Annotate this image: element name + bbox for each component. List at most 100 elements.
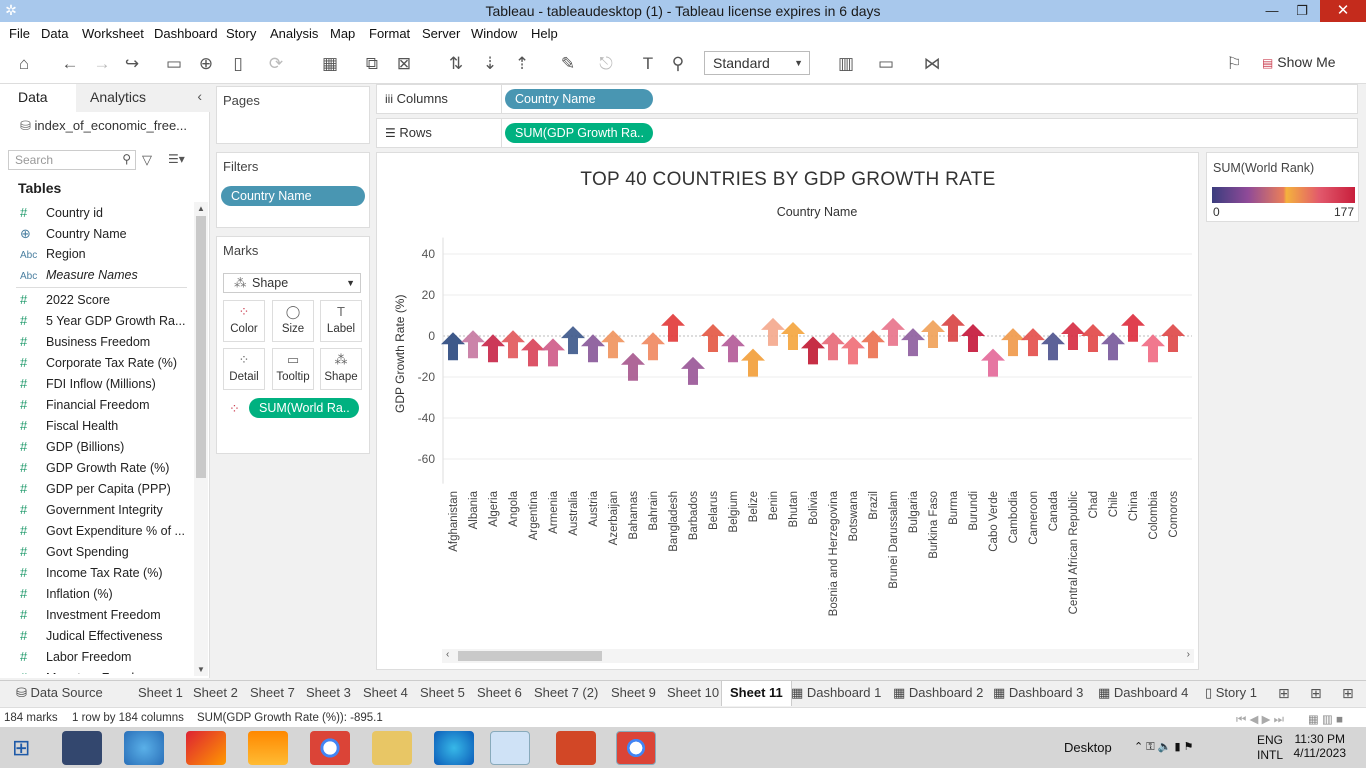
label-button[interactable]: T Label xyxy=(320,300,362,342)
highlight-icon[interactable]: ✎ xyxy=(560,54,576,73)
field-item[interactable]: Abc Region xyxy=(0,244,193,265)
field-item[interactable]: # GDP per Capita (PPP) xyxy=(0,478,193,499)
field-item[interactable]: # Financial Freedom xyxy=(0,394,193,415)
show-labels-icon[interactable]: T xyxy=(642,54,654,73)
datasource-item[interactable]: ⛁ index_of_economic_free... xyxy=(20,118,200,134)
field-item[interactable]: # Corporate Tax Rate (%) xyxy=(0,352,193,373)
field-item[interactable]: Abc Measure Names xyxy=(0,265,193,286)
language-indicator[interactable]: ENG INTL xyxy=(1257,733,1283,763)
tab-sheet-11[interactable]: Sheet 11 xyxy=(721,681,792,706)
view-options-icon[interactable]: ☰▾ xyxy=(168,152,185,166)
tray-icons[interactable]: ⌃ ⚿ 🔈 ▮ ⚑ xyxy=(1134,741,1194,753)
vlc-icon[interactable] xyxy=(248,731,288,765)
menu-data[interactable]: Data xyxy=(41,26,69,41)
show-me-button[interactable]: ▤ Show Me xyxy=(1262,54,1336,70)
tab-dashboard-3[interactable]: ▦ Dashboard 3 xyxy=(993,685,1084,700)
menu-analysis[interactable]: Analysis xyxy=(270,26,319,41)
columns-shelf[interactable]: iii Columns Country Name xyxy=(376,84,1358,114)
tab-sheet-9[interactable]: Sheet 9 xyxy=(611,685,656,700)
menu-window[interactable]: Window xyxy=(471,26,518,41)
desktop-label[interactable]: Desktop xyxy=(1064,740,1112,755)
swap-icon[interactable]: ⇅ xyxy=(448,54,464,73)
ccleaner-icon[interactable] xyxy=(186,731,226,765)
field-item[interactable]: # Govt Spending xyxy=(0,541,193,562)
redo-icon[interactable]: → xyxy=(93,54,111,73)
tooltip-button[interactable]: ▭ Tooltip xyxy=(272,348,314,390)
field-list-scrollbar[interactable]: ▲ ▼ xyxy=(194,202,208,676)
format-icon[interactable]: ⚐ xyxy=(1226,54,1242,73)
menu-file[interactable]: File xyxy=(9,26,30,41)
scroll-up-icon[interactable]: ▲ xyxy=(197,204,205,213)
field-item[interactable]: #5 Year GDP Growth Ra... xyxy=(0,310,193,331)
tab-sheet-4[interactable]: Sheet 4 xyxy=(363,685,408,700)
field-item[interactable]: # Judical Effectiveness xyxy=(0,625,193,646)
save-icon[interactable]: ▭ xyxy=(165,54,183,73)
browser-icon[interactable] xyxy=(124,731,164,765)
field-item[interactable]: #Monetary Freedom xyxy=(0,667,193,674)
tab-story-1[interactable]: ▯ Story 1 xyxy=(1205,685,1257,700)
new-story-icon[interactable]: ⊞ xyxy=(1342,685,1354,701)
clock[interactable]: 11:30 PM 4/11/2023 xyxy=(1294,732,1347,760)
detail-button[interactable]: ⁘ Detail xyxy=(223,348,265,390)
columns-pill-country-name[interactable]: Country Name xyxy=(505,89,653,109)
menu-worksheet[interactable]: Worksheet xyxy=(82,26,144,41)
tab-sheet-10[interactable]: Sheet 10 xyxy=(667,685,720,700)
field-item[interactable]: #2022 Score xyxy=(0,289,193,310)
menu-dashboard[interactable]: Dashboard xyxy=(154,26,218,41)
tab-data[interactable]: Data xyxy=(0,84,76,112)
size-button[interactable]: ◯ Size xyxy=(272,300,314,342)
field-item[interactable]: # Inflation (%) xyxy=(0,583,193,604)
group-icon[interactable]: ⎋ xyxy=(599,54,613,73)
powerpoint-icon[interactable] xyxy=(556,731,596,765)
menu-server[interactable]: Server xyxy=(422,26,461,41)
chrome-icon[interactable] xyxy=(310,731,350,765)
minimize-icon[interactable]: — xyxy=(1265,3,1279,18)
refresh-icon[interactable]: ⟳ xyxy=(268,54,284,73)
tab-data-source[interactable]: ⛁ Data Source xyxy=(16,685,103,700)
sort-ascending-icon[interactable]: ⇣ xyxy=(482,54,498,73)
menu-help[interactable]: Help xyxy=(531,26,558,41)
tab-sheet-6[interactable]: Sheet 6 xyxy=(477,685,522,700)
tableau-taskbar-icon[interactable] xyxy=(490,731,530,765)
marks-pill-world-rank[interactable]: SUM(World Ra.. xyxy=(249,398,359,418)
file-explorer-icon[interactable] xyxy=(372,731,412,765)
tab-dashboard-2[interactable]: ▦ Dashboard 2 xyxy=(893,685,984,700)
field-item[interactable]: # Income Tax Rate (%) xyxy=(0,562,193,583)
scroll-thumb[interactable] xyxy=(196,216,206,478)
pause-updates-icon[interactable]: ▯ xyxy=(233,54,243,73)
field-item[interactable]: # Fiscal Health xyxy=(0,415,193,436)
field-item[interactable]: # GDP (Billions) xyxy=(0,436,193,457)
tab-sheet-3[interactable]: Sheet 3 xyxy=(306,685,351,700)
share-icon[interactable]: ⋈ xyxy=(923,54,941,73)
edge-icon[interactable] xyxy=(434,731,474,765)
tab-sheet-7[interactable]: Sheet 7 xyxy=(250,685,295,700)
field-item[interactable]: # Government Integrity xyxy=(0,499,193,520)
field-item[interactable]: # Business Freedom xyxy=(0,331,193,352)
field-item[interactable]: # Investment Freedom xyxy=(0,604,193,625)
new-dashboard-icon[interactable]: ⊞ xyxy=(1310,685,1322,701)
new-worksheet-icon[interactable]: ▦ xyxy=(321,54,339,73)
maximize-icon[interactable]: ❐ xyxy=(1296,3,1308,18)
h-scroll-thumb[interactable] xyxy=(458,651,602,661)
menu-map[interactable]: Map xyxy=(330,26,356,41)
field-item[interactable]: # Govt Expenditure % of ... xyxy=(0,520,193,541)
rows-pill-gdp-growth[interactable]: SUM(GDP Growth Ra.. xyxy=(505,123,653,143)
home-icon[interactable]: ⌂ xyxy=(18,54,30,73)
tab-analytics[interactable]: Analytics ‹ xyxy=(76,84,210,112)
mark-type-select[interactable]: ⁂ Shape ▼ xyxy=(223,273,361,293)
chrome-active-icon[interactable] xyxy=(616,731,656,765)
tab-sheet-2[interactable]: Sheet 2 xyxy=(193,685,238,700)
presentation-icon[interactable]: ▭ xyxy=(877,54,895,73)
field-item[interactable]: # Labor Freedom xyxy=(0,646,193,667)
sheet-nav-icon[interactable]: ⏮ ◀ ▶ ⏭ xyxy=(1236,714,1284,726)
sort-descending-icon[interactable]: ⇡ xyxy=(514,54,530,73)
horizontal-scrollbar[interactable]: ‹ › xyxy=(442,649,1194,663)
field-item[interactable]: ⊕ Country Name xyxy=(0,223,193,244)
cards-icon[interactable]: ▥ xyxy=(837,54,855,73)
replay-icon[interactable]: ↪ xyxy=(124,54,140,73)
windows-start-icon[interactable]: ⊞ xyxy=(12,735,31,760)
grid-view-icon[interactable]: ▦ ▥ ■ xyxy=(1308,714,1344,726)
filter-pill-country-name[interactable]: Country Name xyxy=(221,186,365,206)
pin-axes-icon[interactable]: ⚲ xyxy=(671,54,685,73)
duplicate-icon[interactable]: ⧉ xyxy=(365,54,379,73)
